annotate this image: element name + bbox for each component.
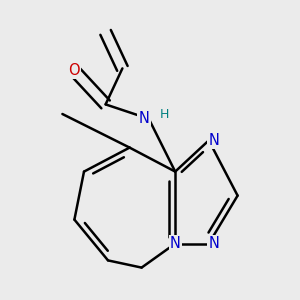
Text: O: O [69,63,80,78]
Text: N: N [208,236,219,251]
Text: N: N [170,236,181,251]
Text: N: N [139,111,149,126]
Text: H: H [160,107,169,121]
Text: N: N [208,133,219,148]
